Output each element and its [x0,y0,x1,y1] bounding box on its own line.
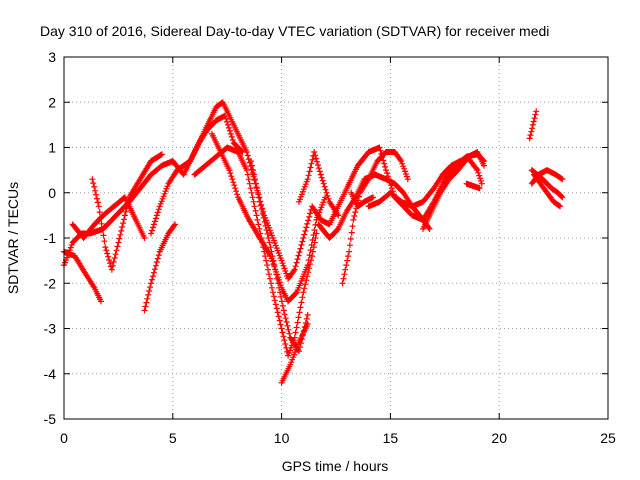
data-points [69,194,148,241]
y-tick-label: 3 [48,49,56,65]
data-series-track [526,108,540,142]
x-tick-label: 15 [383,430,399,446]
data-series-track [420,149,487,232]
chart-title: Day 310 of 2016, Sidereal Day-to-day VTE… [40,23,549,39]
data-series-track [69,194,148,241]
grid [64,57,608,419]
y-tick-label: 2 [48,94,56,110]
data-points [89,151,165,273]
x-tick-label: 5 [169,430,177,446]
y-tick-label: 0 [48,185,56,201]
data-series-track [278,321,311,386]
data-series-track [89,151,165,273]
y-tick-label: -1 [44,230,57,246]
data-points [420,149,487,232]
data-points [148,112,246,237]
y-tick-labels: 3 2 1 0 -1 -2 -3 -4 -5 [44,49,57,427]
x-tick-labels: 0 5 10 15 20 25 [60,430,616,446]
data-points [526,108,540,142]
data-points [348,189,376,210]
data-series-track [296,149,342,219]
data-points [296,149,342,219]
data-points [141,221,178,314]
data-points [278,321,311,386]
data-series-track [348,189,376,210]
data-series-track [528,167,566,201]
x-tick-label: 0 [60,430,68,446]
data-series-track [148,112,246,237]
ticks [63,56,609,420]
data-series-track [365,155,485,210]
data-points [339,149,411,287]
data-points [528,167,566,201]
x-tick-label: 20 [491,430,507,446]
y-tick-label: -4 [44,366,57,382]
x-tick-label: 25 [600,430,616,446]
y-tick-label: -5 [44,411,57,427]
y-tick-label: 1 [48,140,56,156]
data-series-track [339,149,411,287]
data-series-track [463,180,483,192]
x-tick-label: 10 [274,430,290,446]
x-axis-label: GPS time / hours [282,458,389,474]
y-axis-label: SDTVAR / TECUs [5,182,21,294]
data-series-track [141,221,178,314]
y-tick-label: -3 [44,321,57,337]
y-tick-label: -2 [44,275,57,291]
data-points [365,155,485,210]
data-points [463,180,483,192]
